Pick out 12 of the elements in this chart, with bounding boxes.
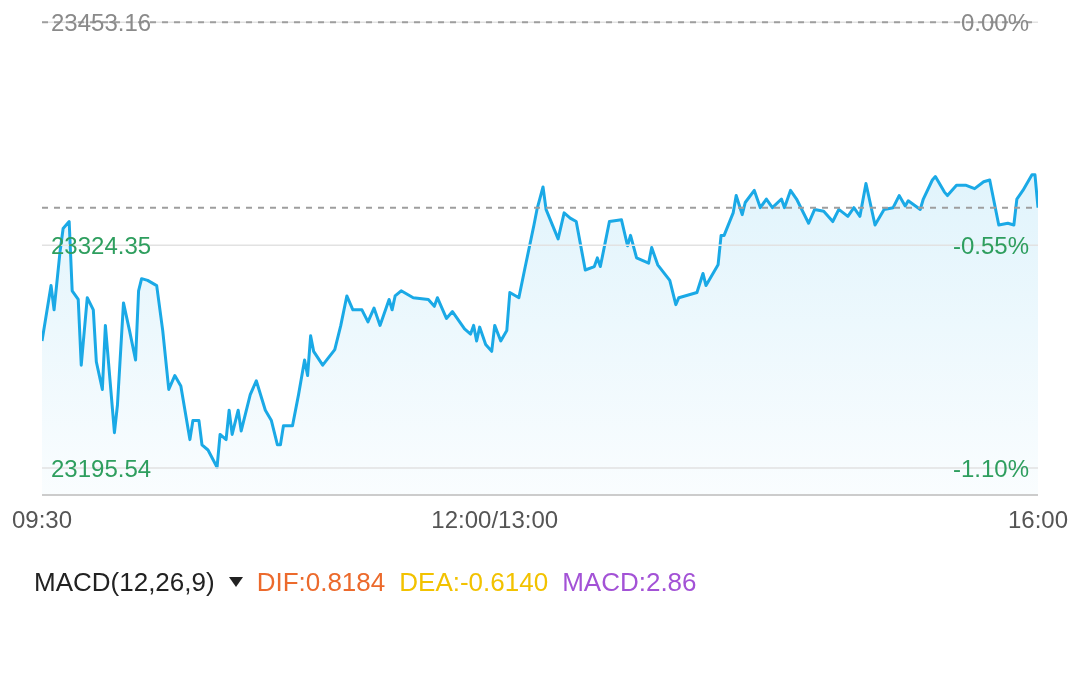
- x-tick-label: 09:30: [11, 506, 73, 534]
- y-tick-label: 23195.54: [51, 454, 152, 482]
- text: MACD:2.86: [562, 566, 697, 598]
- y2-tick-label: -1.10%: [952, 455, 1029, 483]
- x-tick-label: 12:00/13:00: [431, 506, 559, 534]
- x-tick-label: 16:00: [1007, 506, 1069, 534]
- y2-tick-label: 0.00%: [960, 8, 1029, 36]
- text: DIF:0.8184: [256, 566, 386, 598]
- text: DEA:-0.6140: [399, 566, 549, 598]
- y2-tick-label: -0.55%: [952, 231, 1029, 259]
- text: MACD(12,26,9): [34, 566, 215, 598]
- y-tick-label: 23453.16: [51, 8, 152, 36]
